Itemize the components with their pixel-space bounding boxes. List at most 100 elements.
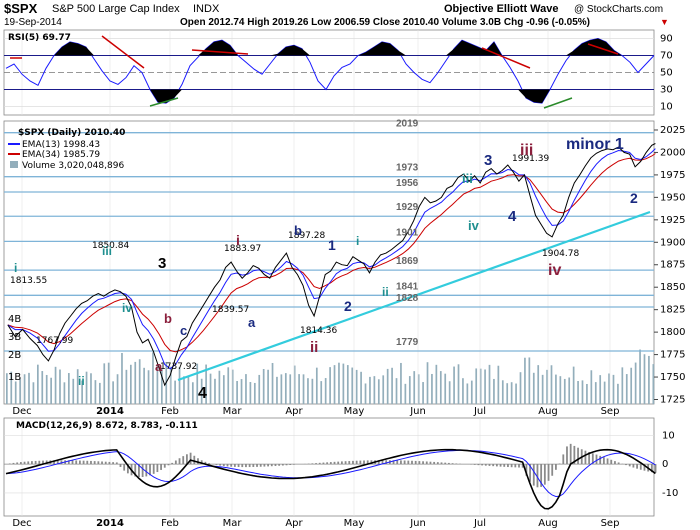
volume-bar — [568, 377, 571, 404]
macd-panel: MACD(12,26,9) 8.672, 8.783, -0.111 10 0 -1… — [3, 417, 678, 517]
volume-bar — [156, 364, 159, 404]
volume-bar — [612, 374, 615, 404]
macd-histogram-bar — [654, 464, 657, 473]
macd-histogram-bar — [42, 460, 44, 465]
rsi-overbought-fill — [270, 53, 278, 56]
macd-histogram-bar — [141, 464, 144, 477]
wave-label: c — [180, 323, 187, 338]
macd-histogram-bar — [112, 462, 115, 465]
volume-bar — [506, 383, 509, 404]
volume-bar — [315, 367, 318, 404]
volume-bar — [426, 362, 429, 404]
macd-histogram-bar — [507, 464, 509, 468]
x-axis-label: Dec — [12, 406, 31, 417]
macd-histogram-bar — [222, 464, 225, 467]
macd-histogram-bar — [510, 464, 513, 468]
rsi-overbought-fill — [294, 45, 302, 56]
macd-histogram-bar — [451, 463, 454, 465]
macd-histogram-bar — [355, 460, 358, 465]
macd-histogram-bar — [525, 464, 528, 476]
macd-histogram-bar — [274, 464, 277, 466]
volume-bar — [404, 383, 407, 404]
macd-histogram-bar — [344, 461, 347, 465]
rsi-overbought-fill — [382, 41, 390, 56]
macd-histogram-bar — [19, 462, 22, 465]
macd-histogram-bar — [245, 464, 247, 468]
support-level-label: 1956 — [396, 178, 419, 189]
macd-histogram-bar — [315, 463, 317, 465]
volume-bar — [572, 366, 575, 404]
wave-label: i — [236, 232, 240, 248]
volume-bar — [200, 378, 203, 404]
macd-histogram-bar — [226, 464, 229, 467]
macd-histogram-bar — [193, 455, 196, 465]
x-axis-label: 2014 — [96, 406, 124, 417]
macd-line — [5, 448, 656, 510]
macd-histogram-bar — [90, 460, 92, 465]
macd-histogram-bar — [126, 464, 129, 474]
volume-bar — [630, 367, 633, 404]
volume-bar — [400, 362, 402, 404]
rsi-axis-tick: 10 — [660, 102, 673, 113]
volume-bar — [422, 382, 424, 404]
macd-histogram-bar — [433, 461, 436, 465]
rsi-divergence-line — [101, 35, 145, 69]
macd-histogram-bar — [521, 464, 524, 468]
macd-histogram-bar — [411, 460, 413, 465]
volume-bar — [41, 371, 44, 404]
macd-histogram-bar — [167, 464, 170, 466]
price-label: 1813.55 — [10, 276, 47, 286]
macd-histogram-bar — [138, 464, 140, 478]
macd-histogram-bar — [518, 464, 520, 468]
rsi-overbought-fill — [590, 38, 598, 56]
macd-histogram-bar — [532, 464, 535, 486]
volume-bar — [23, 374, 26, 404]
volume-bar — [395, 378, 398, 404]
volume-bar — [19, 378, 21, 404]
volume-bar — [333, 365, 336, 404]
wave-label: 4 — [198, 385, 207, 402]
macd-axis-tick: 0 — [662, 459, 668, 470]
rsi-oversold-fill — [158, 89, 166, 104]
volume-bar — [519, 372, 522, 404]
volume-bar — [501, 380, 504, 404]
macd-histogram-bar — [329, 462, 332, 465]
wave-label: 3 — [484, 152, 492, 169]
volume-bar — [107, 362, 110, 404]
macd-histogram-bar — [233, 464, 236, 467]
volume-bar — [121, 352, 123, 404]
rsi-axis-tick: 90 — [660, 34, 673, 45]
macd-histogram-bar — [123, 464, 126, 471]
volume-bar — [634, 362, 637, 404]
price-axis-tick: 1775 — [660, 350, 685, 361]
rsi-oversold-fill — [518, 89, 526, 98]
macd-histogram-bar — [595, 454, 598, 465]
volume-bar — [298, 374, 300, 404]
rsi-overbought-fill — [278, 47, 286, 56]
volume-bar — [621, 367, 624, 404]
volume-bar — [497, 365, 500, 404]
macd-histogram-bar — [189, 452, 192, 465]
volume-bar — [648, 355, 650, 404]
macd-histogram-bar — [337, 461, 340, 465]
macd-histogram-bar — [628, 464, 631, 467]
price-axis-tick: 1850 — [660, 282, 685, 293]
x-axis-label: Jul — [473, 406, 486, 417]
support-level-label: 1779 — [396, 337, 419, 348]
volume-bar — [76, 369, 79, 404]
price-label: 1904.78 — [542, 249, 579, 259]
trendline — [177, 210, 651, 382]
volume-bar — [439, 371, 442, 404]
volume-axis-tick: 1B — [8, 372, 21, 383]
price-axis-tick: 1725 — [660, 395, 685, 406]
volume-bar — [555, 374, 557, 404]
volume-bar — [236, 381, 238, 404]
volume-bar — [515, 383, 517, 404]
macd-histogram-bar — [311, 463, 314, 465]
macd-legend: MACD(12,26,9) 8.672, 8.783, -0.111 — [16, 421, 198, 431]
macd-histogram-bar — [285, 464, 288, 466]
macd-histogram-bar — [31, 461, 33, 465]
x-axis-label: Jun — [409, 518, 426, 529]
